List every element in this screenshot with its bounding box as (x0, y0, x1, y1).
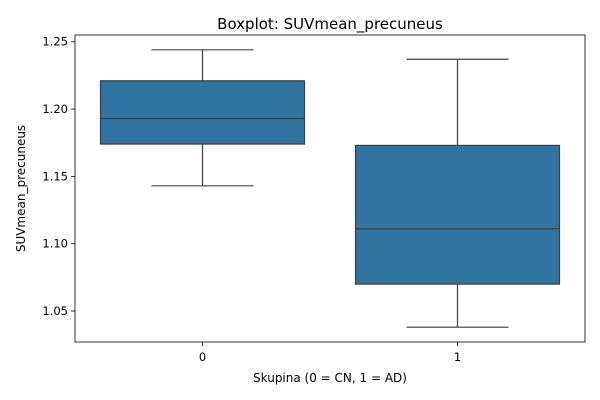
x-tick-label: 1 (454, 350, 461, 364)
x-axis-label: Skupina (0 = CN, 1 = AD) (253, 371, 407, 385)
plot-frame (74, 34, 586, 343)
chart-title: Boxplot: SUVmean_precuneus (217, 15, 443, 34)
box-group-1 (354, 58, 561, 328)
y-tick-label: 1.15 (42, 169, 68, 183)
x-tick-label: 0 (199, 350, 206, 364)
plot-area (99, 49, 561, 328)
y-tick-label: 1.20 (42, 102, 68, 116)
y-tick-label: 1.25 (42, 35, 68, 49)
y-axis-label: SUVmean_precuneus (14, 125, 28, 252)
box-iqr-0 (99, 80, 306, 145)
box-iqr-1 (354, 144, 561, 285)
y-tick-label: 1.10 (42, 237, 68, 251)
y-axis: 1.05 1.10 1.15 1.20 1.25 (42, 35, 75, 318)
box-group-0 (99, 49, 306, 187)
y-tick-label: 1.05 (42, 304, 68, 318)
